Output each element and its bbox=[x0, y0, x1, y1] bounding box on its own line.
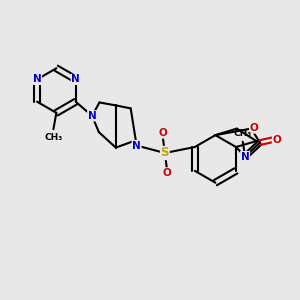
Text: N: N bbox=[241, 152, 250, 161]
Text: N: N bbox=[33, 74, 41, 84]
Text: O: O bbox=[163, 168, 172, 178]
Text: S: S bbox=[160, 146, 169, 160]
Text: N: N bbox=[88, 111, 96, 121]
Text: N: N bbox=[71, 74, 80, 84]
Text: O: O bbox=[272, 135, 281, 145]
Text: O: O bbox=[158, 128, 167, 138]
Text: CH₃: CH₃ bbox=[44, 133, 62, 142]
Text: N: N bbox=[132, 140, 141, 151]
Text: CH₃: CH₃ bbox=[234, 129, 252, 138]
Text: O: O bbox=[250, 123, 258, 133]
